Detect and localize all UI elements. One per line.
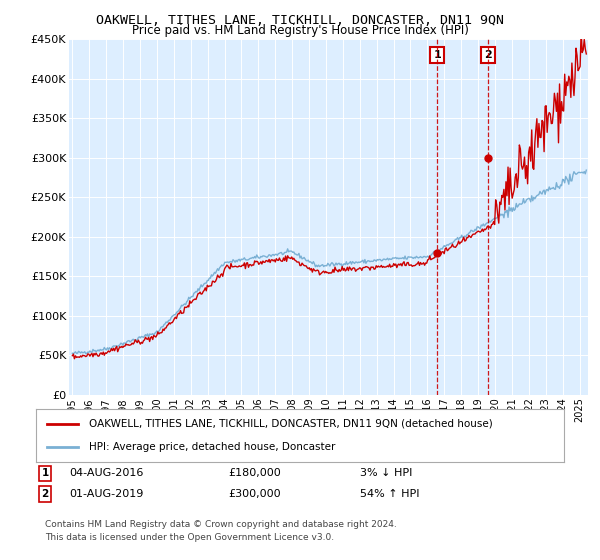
Text: 54% ↑ HPI: 54% ↑ HPI [360, 489, 419, 499]
Text: 2: 2 [484, 50, 492, 60]
Text: OAKWELL, TITHES LANE, TICKHILL, DONCASTER, DN11 9QN: OAKWELL, TITHES LANE, TICKHILL, DONCASTE… [96, 14, 504, 27]
Text: 1: 1 [41, 468, 49, 478]
Text: 04-AUG-2016: 04-AUG-2016 [69, 468, 143, 478]
Text: Contains HM Land Registry data © Crown copyright and database right 2024.: Contains HM Land Registry data © Crown c… [45, 520, 397, 529]
Text: £180,000: £180,000 [228, 468, 281, 478]
Text: 3% ↓ HPI: 3% ↓ HPI [360, 468, 412, 478]
Text: 2: 2 [41, 489, 49, 499]
Text: OAKWELL, TITHES LANE, TICKHILL, DONCASTER, DN11 9QN (detached house): OAKWELL, TITHES LANE, TICKHILL, DONCASTE… [89, 419, 493, 429]
Text: 01-AUG-2019: 01-AUG-2019 [69, 489, 143, 499]
Text: Price paid vs. HM Land Registry's House Price Index (HPI): Price paid vs. HM Land Registry's House … [131, 24, 469, 37]
Text: HPI: Average price, detached house, Doncaster: HPI: Average price, detached house, Donc… [89, 442, 335, 452]
Text: £300,000: £300,000 [228, 489, 281, 499]
Text: This data is licensed under the Open Government Licence v3.0.: This data is licensed under the Open Gov… [45, 533, 334, 542]
Text: 1: 1 [433, 50, 441, 60]
